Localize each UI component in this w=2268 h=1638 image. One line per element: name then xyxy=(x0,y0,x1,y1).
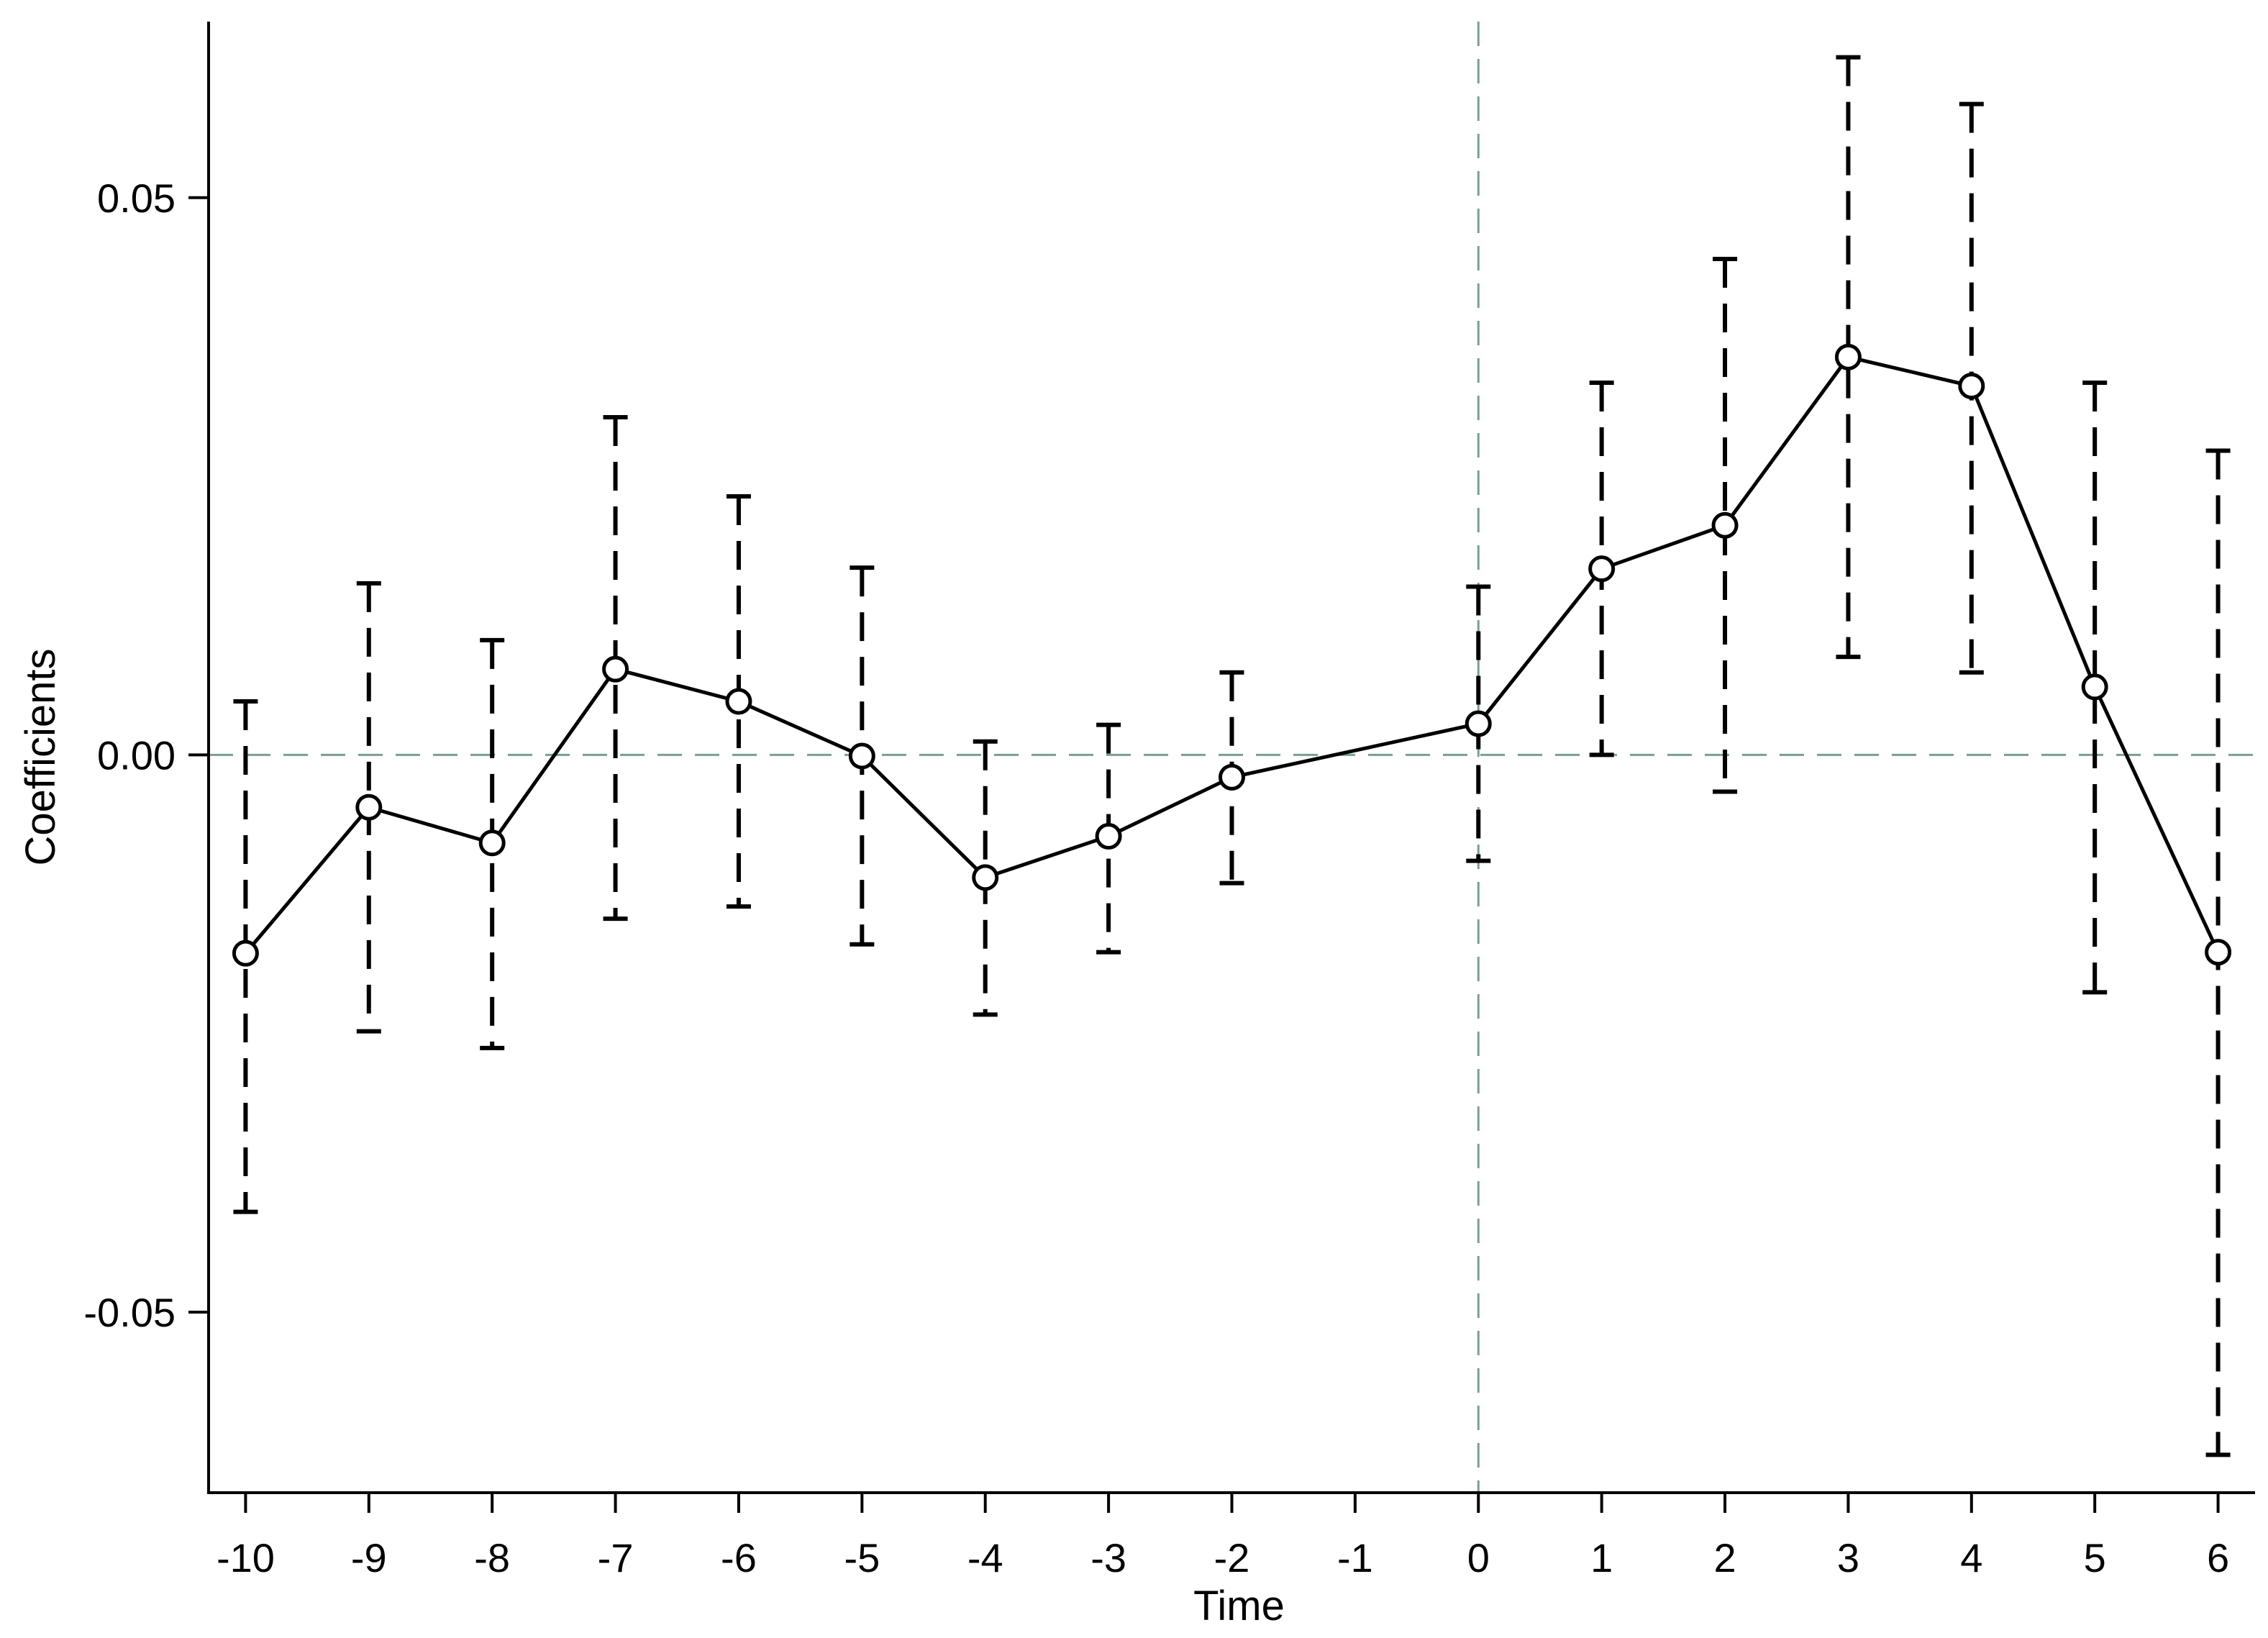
coefficient-point xyxy=(2081,673,2108,701)
y-tick-label: 0.00 xyxy=(97,732,176,778)
coefficient-point xyxy=(972,864,999,891)
coefficient-point xyxy=(602,655,629,683)
x-tick-label: -1 xyxy=(1337,1535,1373,1580)
x-tick-label: 4 xyxy=(1960,1535,1982,1580)
y-tick-label: 0.05 xyxy=(97,176,176,221)
confidence-intervals xyxy=(233,55,2231,1457)
x-tick-label: 6 xyxy=(2207,1535,2229,1580)
coefficient-point xyxy=(232,939,259,967)
coefficient-point xyxy=(1095,822,1122,850)
coefficient-point xyxy=(1588,555,1616,583)
coefficient-series-line xyxy=(244,355,2220,955)
coefficient-point xyxy=(2205,939,2232,966)
x-tick-label: -8 xyxy=(474,1535,510,1580)
x-tick-label: -5 xyxy=(844,1535,880,1580)
x-tick-label: 5 xyxy=(2084,1535,2106,1580)
coefficient-point xyxy=(1834,343,1862,370)
x-tick-label: 1 xyxy=(1590,1535,1613,1580)
x-tick-label: -9 xyxy=(351,1535,387,1580)
x-tick-label: -2 xyxy=(1214,1535,1250,1580)
x-tick-label: -6 xyxy=(721,1535,757,1580)
axes xyxy=(207,22,2255,1494)
x-tick-label: -10 xyxy=(217,1535,275,1580)
axis-ticks: -10 -9 -8 -7 -6 -5 -4 -3 -2 -1 0 1 2 3 4 5 60.050.00-0.0… xyxy=(83,176,2229,1580)
coefficient-point xyxy=(478,829,506,857)
coefficient-point xyxy=(1958,373,1985,400)
y-axis-title: Coefficients xyxy=(17,649,64,866)
coefficient-point xyxy=(725,688,752,715)
coefficient-point xyxy=(848,742,875,770)
y-tick-label: -0.05 xyxy=(83,1290,176,1335)
coefficient-line xyxy=(244,355,2220,955)
x-axis-title: Time xyxy=(1193,1583,1285,1629)
coefficient-point xyxy=(1465,710,1492,737)
x-tick-label: 0 xyxy=(1467,1535,1490,1580)
x-tick-label: -3 xyxy=(1090,1535,1126,1580)
reference-lines xyxy=(209,22,2255,1493)
x-tick-label: 3 xyxy=(1837,1535,1859,1580)
x-tick-label: -4 xyxy=(967,1535,1003,1580)
coefficient-point xyxy=(355,793,383,821)
x-tick-label: -7 xyxy=(598,1535,634,1580)
coefficient-markers xyxy=(232,343,2232,967)
coefficient-point xyxy=(1219,763,1245,791)
x-tick-label: 2 xyxy=(1713,1535,1736,1580)
coefficient-point xyxy=(1711,511,1739,539)
